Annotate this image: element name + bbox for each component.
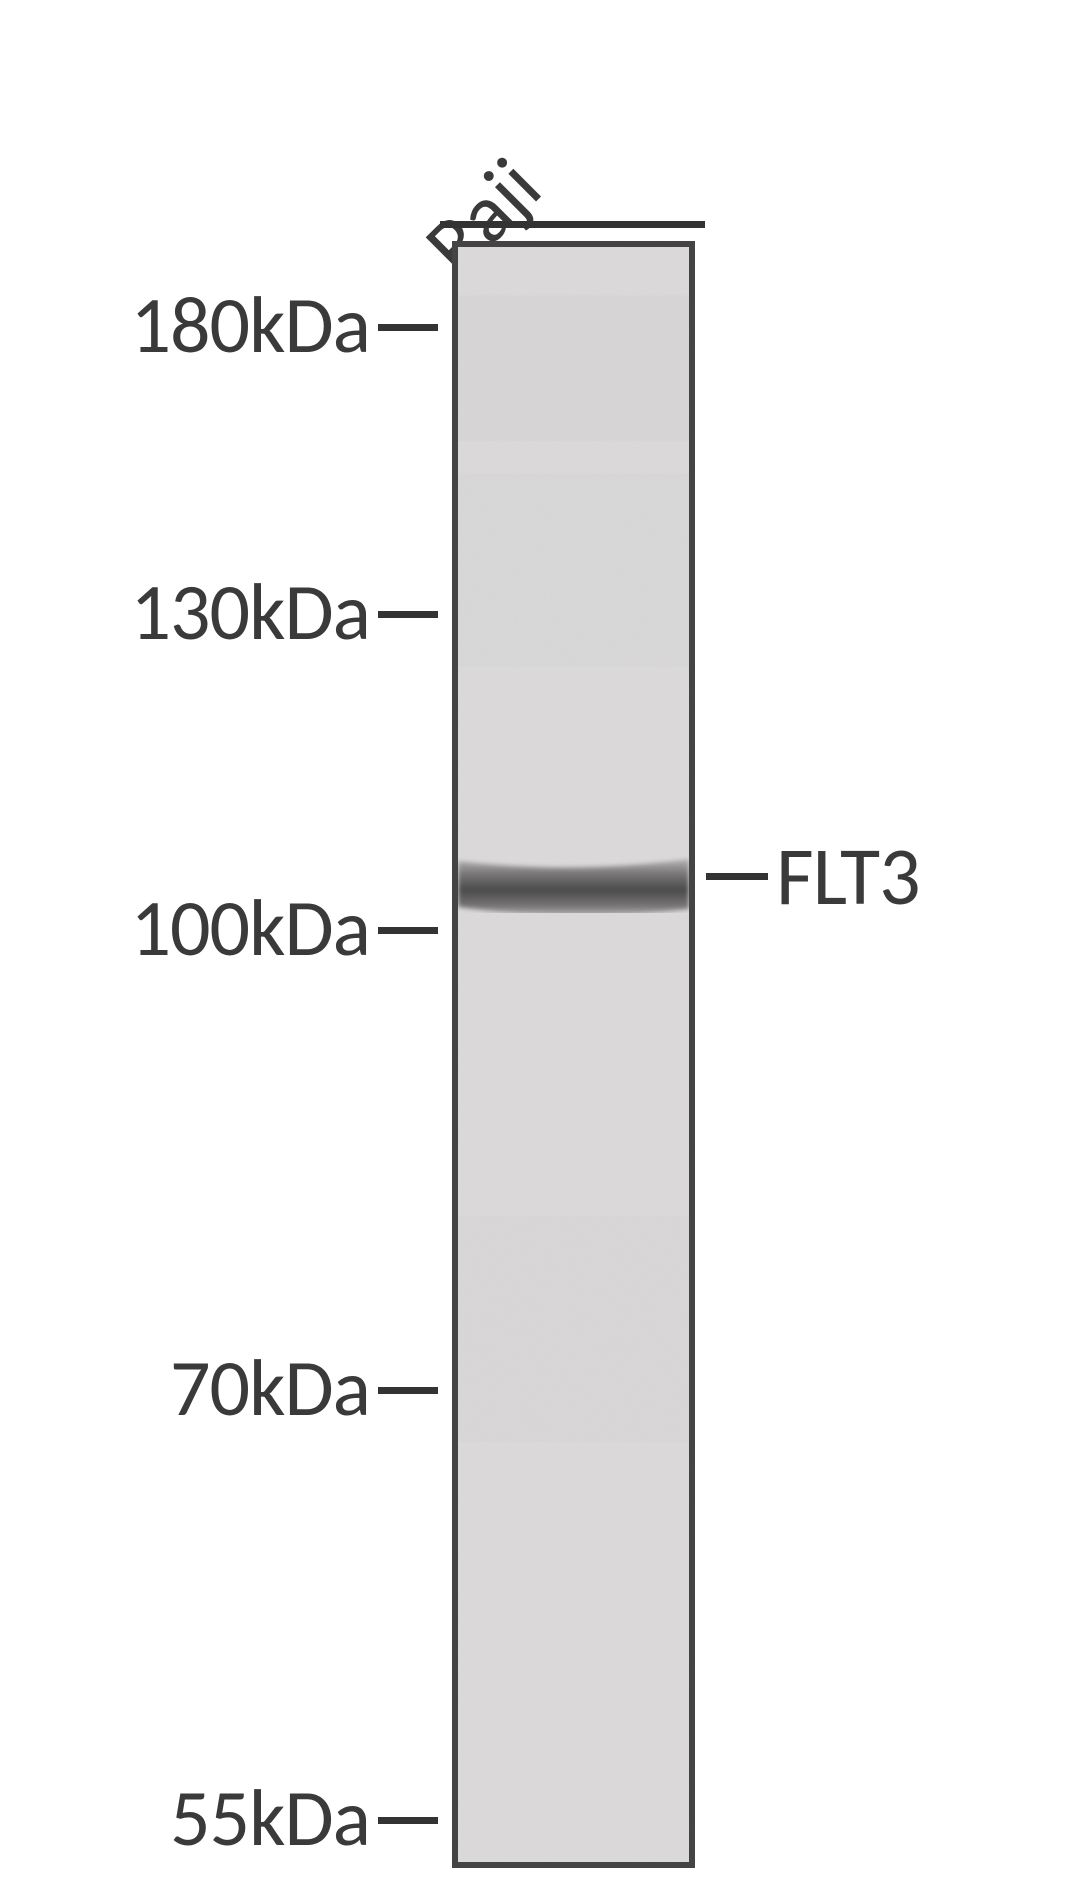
marker-tick	[378, 611, 438, 618]
blot-figure: Raji 180kDa130kDa100kDa70kDa55kDa FLT3	[0, 0, 1080, 1890]
marker-label: 70kDa	[170, 1340, 370, 1437]
band-svg	[458, 855, 689, 913]
marker-label: 180kDa	[130, 277, 370, 374]
target-tick	[706, 873, 768, 880]
target-label: FLT3	[776, 827, 920, 927]
marker-label: 55kDa	[170, 1770, 370, 1867]
marker-tick	[378, 324, 438, 331]
marker-tick	[378, 1817, 438, 1824]
lane-label-underline	[440, 221, 705, 228]
lane-box	[452, 241, 695, 1868]
marker-tick	[378, 1387, 438, 1394]
marker-label: 100kDa	[130, 880, 370, 977]
marker-label: 130kDa	[130, 564, 370, 661]
lane-background	[458, 247, 689, 1862]
marker-tick	[378, 927, 438, 934]
protein-band	[458, 855, 689, 913]
target-label-text: FLT3	[776, 827, 920, 927]
lane-noise-svg	[458, 247, 689, 1862]
